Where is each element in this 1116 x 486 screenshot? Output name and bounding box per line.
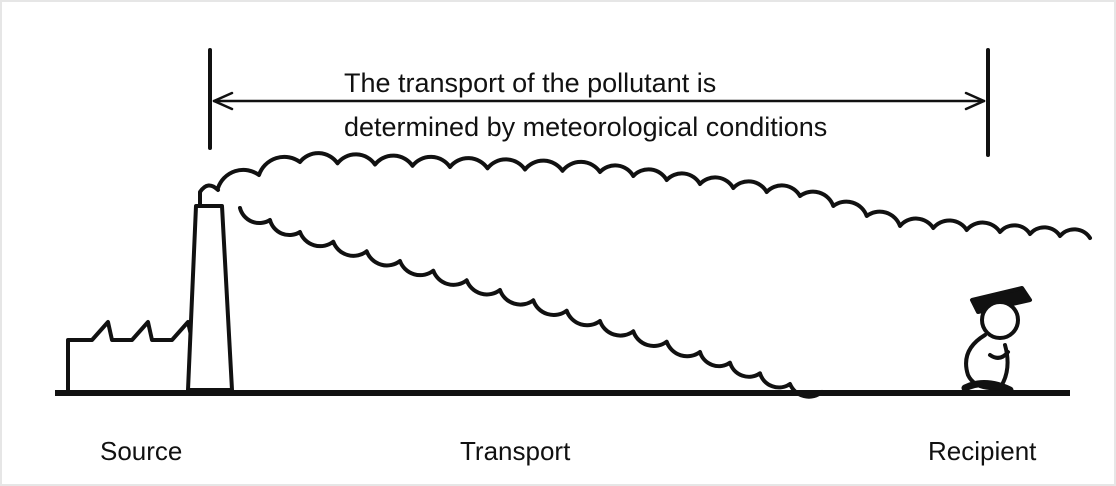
label: Transport (460, 436, 571, 466)
annotation-line: determined by meteorological conditions (344, 112, 827, 142)
person (961, 286, 1032, 394)
plume-edge (238, 206, 824, 399)
dimension-arrow (208, 48, 990, 157)
plume (216, 151, 1092, 399)
factory (66, 183, 234, 392)
label: Recipient (928, 436, 1037, 466)
label: Source (100, 436, 182, 466)
annotation-line: The transport of the pollutant is (344, 68, 716, 98)
plume-edge (216, 151, 1092, 240)
